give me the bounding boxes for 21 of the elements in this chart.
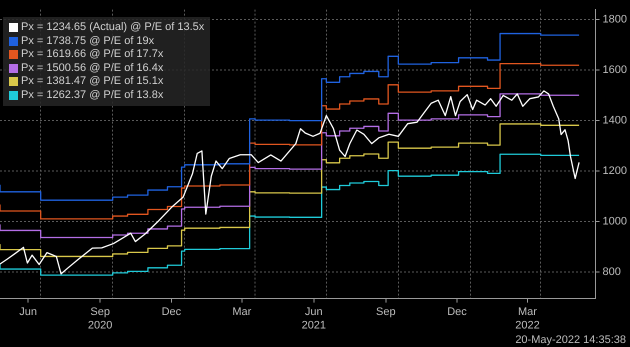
y-tick-label: 1400 [602,114,628,127]
y-tick-label: 800 [602,266,621,278]
y-tick-label: 1200 [602,165,628,178]
legend-label: Px = 1738.75 @ P/E of 19x [21,34,154,48]
text: 20-May-2022 14:35:38 [515,334,626,346]
legend-label: Px = 1619.66 @ P/E of 17.7x [21,48,164,62]
y-tick-label: 1800 [602,14,628,26]
legend-label: Px = 1500.56 @ P/E of 16.4x [21,62,164,75]
x-tick-label: Jun [19,306,38,318]
y-tick-label: 1600 [602,64,628,76]
x-tick-label: Dec [162,306,182,318]
x-tick-label: Sep [376,306,396,318]
x-tick-label: Mar [232,306,252,318]
legend-label: Px = 1262.37 @ P/E of 13.8x [21,88,164,102]
y-tick-label: 1000 [602,216,628,228]
x-tick-label: Dec [447,306,468,318]
x-tick-label: Sep 2020 [88,306,112,332]
x-tick-label: Mar 2022 [515,306,540,332]
legend-label: Px = 1381.47 @ P/E of 15.1x [21,75,164,88]
legend-label: Px = 1234.65 (Actual) @ P/E of 13.5x [21,21,204,34]
x-tick-label: Jun 2021 [302,306,326,332]
